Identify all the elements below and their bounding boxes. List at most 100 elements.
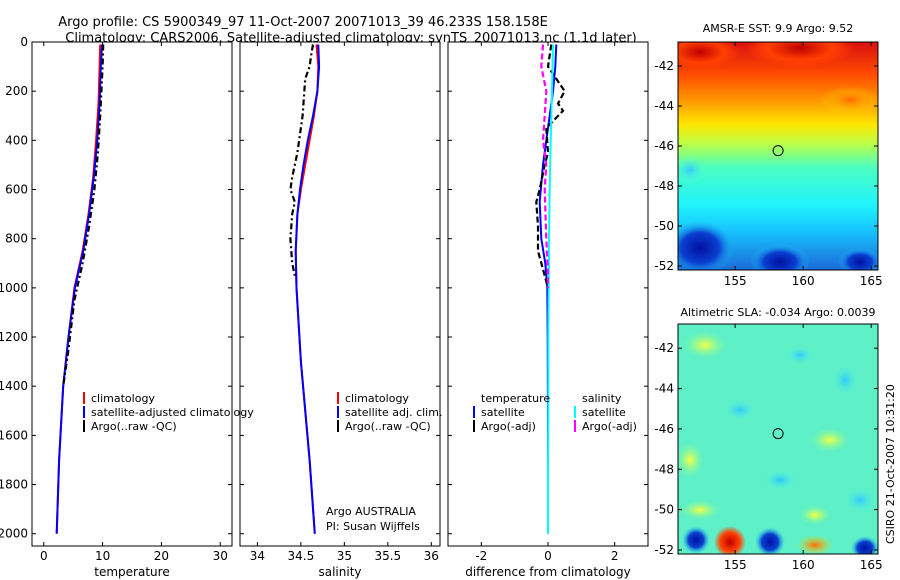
argo-location-marker — [772, 428, 784, 440]
y-tick-label: -42 — [654, 59, 674, 73]
y-tick-label: 800 — [5, 232, 28, 246]
x-axis-label: temperature — [94, 565, 169, 579]
legend-label-climatology: climatology — [91, 392, 155, 405]
y-tick-label: 2000 — [0, 527, 28, 541]
legend-label-temp-satellite: satellite — [481, 406, 525, 419]
sla-anomaly — [760, 468, 800, 492]
legend-label-argo: Argo(..raw -QC) — [345, 420, 431, 433]
legend-label-temp-argo: Argo(-adj) — [481, 420, 536, 433]
x-tick-label: 0 — [40, 549, 48, 563]
sla-anomaly — [810, 428, 850, 452]
sla-axes: 155 160 165 -42 -44 -46 -48 -50 -52 — [654, 323, 883, 572]
x-tick-label: 155 — [724, 274, 747, 288]
argo-location-marker — [772, 145, 784, 157]
x-tick-label: 10 — [95, 549, 110, 563]
sst-warm-patch — [678, 42, 740, 70]
y-tick-label: 400 — [5, 133, 28, 147]
map-frame — [677, 41, 879, 271]
sla-anomaly — [683, 331, 727, 359]
sla-anomaly — [842, 486, 878, 514]
x-tick-label: 34.5 — [288, 549, 315, 563]
x-tick-label: 30 — [213, 549, 228, 563]
legend-label-sal-satellite: satellite — [582, 406, 626, 419]
y-tick-label: -46 — [654, 139, 674, 153]
x-axis-label: salinity — [318, 565, 361, 579]
x-tick-label: 165 — [860, 558, 883, 572]
sla-warm-eddy — [714, 526, 746, 554]
series-salinity-argo-adj-line — [540, 44, 550, 288]
y-tick-label: 1200 — [0, 330, 28, 344]
sst-axes: 155 160 165 -42 -44 -46 -48 -50 -52 — [654, 41, 883, 288]
map-frame — [677, 323, 879, 555]
sst-heatmap — [678, 42, 878, 270]
series-argo-raw-qc-line — [62, 44, 105, 387]
series-satellite-adjusted-climatology-line — [55, 44, 103, 534]
y-tick-label: -48 — [654, 462, 674, 476]
series-salinity-satellite-line — [547, 44, 554, 534]
x-tick-label: 160 — [792, 274, 815, 288]
legend-label-climatology: climatology — [345, 392, 409, 405]
sla-anomaly — [722, 398, 758, 422]
y-tick-label: -52 — [654, 259, 674, 273]
legend-label-satellite: satellite adj. clim. — [345, 406, 442, 419]
legend-label-sal-argo: Argo(-adj) — [582, 420, 637, 433]
sst-warm-patch — [820, 86, 878, 114]
series-argo-raw-qc-line — [289, 44, 315, 276]
sla-cold-eddy — [755, 527, 785, 554]
y-tick-label: 200 — [5, 84, 28, 98]
legend-header-salinity: salinity — [582, 392, 622, 405]
x-tick-label: 20 — [154, 549, 169, 563]
sla-warm-eddy — [797, 535, 833, 554]
sla-anomaly — [784, 345, 816, 365]
x-tick-label: 2 — [611, 549, 619, 563]
series-satellite-adj-clim-line — [294, 44, 321, 534]
sla-cold-eddy — [682, 526, 710, 554]
sst-title: AMSR-E SST: 9.9 Argo: 9.52 — [703, 22, 854, 35]
y-tick-label: -48 — [654, 179, 674, 193]
sst-cold-patch — [750, 244, 810, 270]
sla-title: Altimetric SLA: -0.034 Argo: 0.0039 — [681, 306, 876, 319]
plot-frame — [239, 41, 441, 547]
sst-cold-patch — [838, 248, 878, 270]
temperature-panel: 0 10 20 30 0 200 400 600 800 1000 1200 1400 1600 1800… — [0, 35, 233, 579]
y-tick-label: 1400 — [0, 379, 28, 393]
y-tick-label: -52 — [654, 543, 674, 557]
plot-frame — [31, 41, 233, 547]
sla-anomaly — [799, 505, 831, 525]
y-tick-label: 0 — [20, 35, 28, 49]
sla-cold-eddy — [851, 536, 878, 554]
y-tick-label: 1600 — [0, 428, 28, 442]
legend-label-argo: Argo(..raw -QC) — [91, 420, 177, 433]
y-tick-label: -44 — [654, 99, 674, 113]
temperature-legend: climatology satellite-adjusted climatolo… — [83, 392, 254, 433]
y-tick-label: -46 — [654, 422, 674, 436]
salinity-panel: 34 34.5 35 35.5 36 salinity — [239, 41, 441, 579]
difference-panel: -2 0 2 difference from climatology — [447, 41, 649, 579]
x-tick-label: 35.5 — [374, 549, 401, 563]
series-temperature-argo-adj-line — [535, 44, 566, 289]
sst-cold-patch — [678, 220, 735, 270]
sla-anomaly — [680, 500, 720, 520]
x-tick-label: 35 — [337, 549, 352, 563]
legend-header-temperature: temperature — [481, 392, 550, 405]
y-tick-label: -50 — [654, 503, 674, 517]
sst-warm-patch — [745, 42, 855, 68]
sla-anomaly — [678, 442, 704, 478]
x-tick-label: -2 — [475, 549, 487, 563]
x-tick-label: 36 — [424, 549, 439, 563]
x-tick-label: 165 — [860, 274, 883, 288]
pi-label: PI: Susan Wijffels — [326, 520, 420, 533]
x-tick-label: 0 — [544, 549, 552, 563]
argo-australia-label: Argo AUSTRALIA — [326, 505, 416, 518]
x-tick-label: 155 — [724, 558, 747, 572]
csiro-timestamp: CSIRO 21-Oct-2007 10:31:20 — [884, 384, 897, 544]
y-tick-label: 1800 — [0, 478, 28, 492]
difference-legend: temperature satellite Argo(-adj) salinit… — [473, 392, 637, 433]
y-tick-label: -42 — [654, 341, 674, 355]
y-tick-label: 600 — [5, 183, 28, 197]
sla-anomaly — [831, 362, 859, 398]
salinity-legend: climatology satellite adj. clim. Argo(..… — [337, 392, 442, 433]
x-tick-label: 34 — [250, 549, 265, 563]
x-axis-label: difference from climatology — [465, 565, 631, 579]
